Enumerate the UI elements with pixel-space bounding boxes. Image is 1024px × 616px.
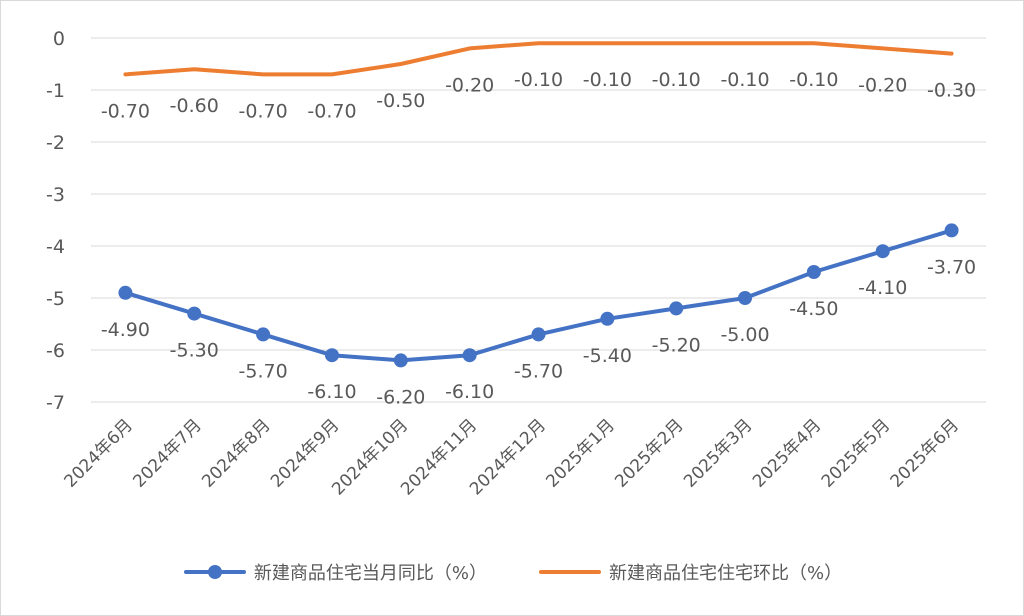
x-tick-label: 2024年7月 [129,415,205,491]
data-point [393,353,408,368]
y-tick-label: -7 [46,392,65,414]
legend-label: 新建商品住宅当月同比（%） [253,563,487,584]
data-label: -0.20 [858,74,907,96]
data-point [324,348,339,363]
data-label: -4.10 [858,277,907,299]
data-point [600,311,615,326]
legend-label: 新建商品住宅住宅环比（%） [609,563,843,584]
series-1: -4.90 -5.30 -5.70 -6.10 -6.20 -6.10 -5.70 -5.40… [101,223,976,408]
data-point [806,265,821,279]
data-point [669,301,684,316]
legend-swatch [183,562,246,582]
line-chart: 0 -1 -2 -3 -4 -5 -6 -72024年6月2024年7月2024年8月2024… [46,28,986,499]
y-tick-label: -5 [46,288,65,310]
data-label: -5.70 [239,360,288,382]
data-label: -0.70 [101,100,150,122]
data-label: -5.70 [514,360,563,382]
legend-swatch [539,562,601,582]
data-point [944,223,959,238]
series-line [123,41,954,77]
x-tick-label: 2025年6月 [887,415,963,491]
y-tick-label: -6 [46,340,65,362]
gridlines [91,37,986,403]
x-tick-label: 2024年6月 [61,415,137,491]
data-label: -0.10 [652,69,701,91]
y-axis: 0 -1 -2 -3 -4 -5 -6 -7 [46,28,65,414]
data-label: -0.20 [445,74,494,96]
data-label: -0.60 [170,95,219,117]
x-tick-label: 2025年1月 [542,415,618,491]
data-label: -0.10 [514,69,563,91]
legend-item-2: 新建商品住宅住宅环比（%） [539,559,842,585]
y-tick-label: -3 [46,184,65,206]
y-tick-label: -1 [46,80,65,102]
data-point [187,306,202,321]
legend: 新建商品住宅当月同比（%） 新建商品住宅住宅环比（%） [1,554,1023,590]
data-label: -0.10 [789,69,838,91]
x-tick-label: 2024年8月 [198,415,274,491]
data-point [462,348,477,363]
data-label: -5.00 [720,324,769,346]
data-label: -6.20 [376,386,425,408]
data-label: -4.50 [789,298,838,320]
data-label: -0.50 [376,90,425,112]
data-label: -5.20 [652,334,701,356]
data-label: -3.70 [927,256,976,278]
data-point [118,285,133,300]
data-point [875,244,890,259]
y-tick-label: -4 [46,236,65,258]
x-tick-label: 2025年2月 [611,415,687,491]
data-label: -0.30 [927,80,976,102]
legend-item-1: 新建商品住宅当月同比（%） [183,559,487,585]
legend-line [539,570,601,574]
legend-marker [207,565,222,579]
data-label: -5.30 [170,340,219,362]
data-label: -4.90 [101,319,150,341]
data-point [531,327,546,342]
y-tick-label: 0 [53,28,65,50]
data-label: -0.70 [307,100,356,122]
data-label: -6.10 [307,381,356,403]
data-point [256,327,271,342]
data-label: -0.10 [720,69,769,91]
x-axis: 2024年6月2024年7月2024年8月2024年9月2024年10月2024… [61,415,964,499]
y-tick-label: -2 [46,132,65,154]
data-label: -0.10 [583,69,632,91]
x-tick-label: 2025年3月 [680,415,756,491]
data-label: -6.10 [445,381,494,403]
series-2: -0.70 -0.60 -0.70 -0.70 -0.50 -0.20 -0.10 -0.10… [101,41,976,122]
data-label: -5.40 [583,345,632,367]
x-tick-label: 2025年5月 [818,415,894,491]
x-tick-label: 2025年4月 [749,415,825,491]
data-point [738,291,753,305]
data-label: -0.70 [239,100,288,122]
